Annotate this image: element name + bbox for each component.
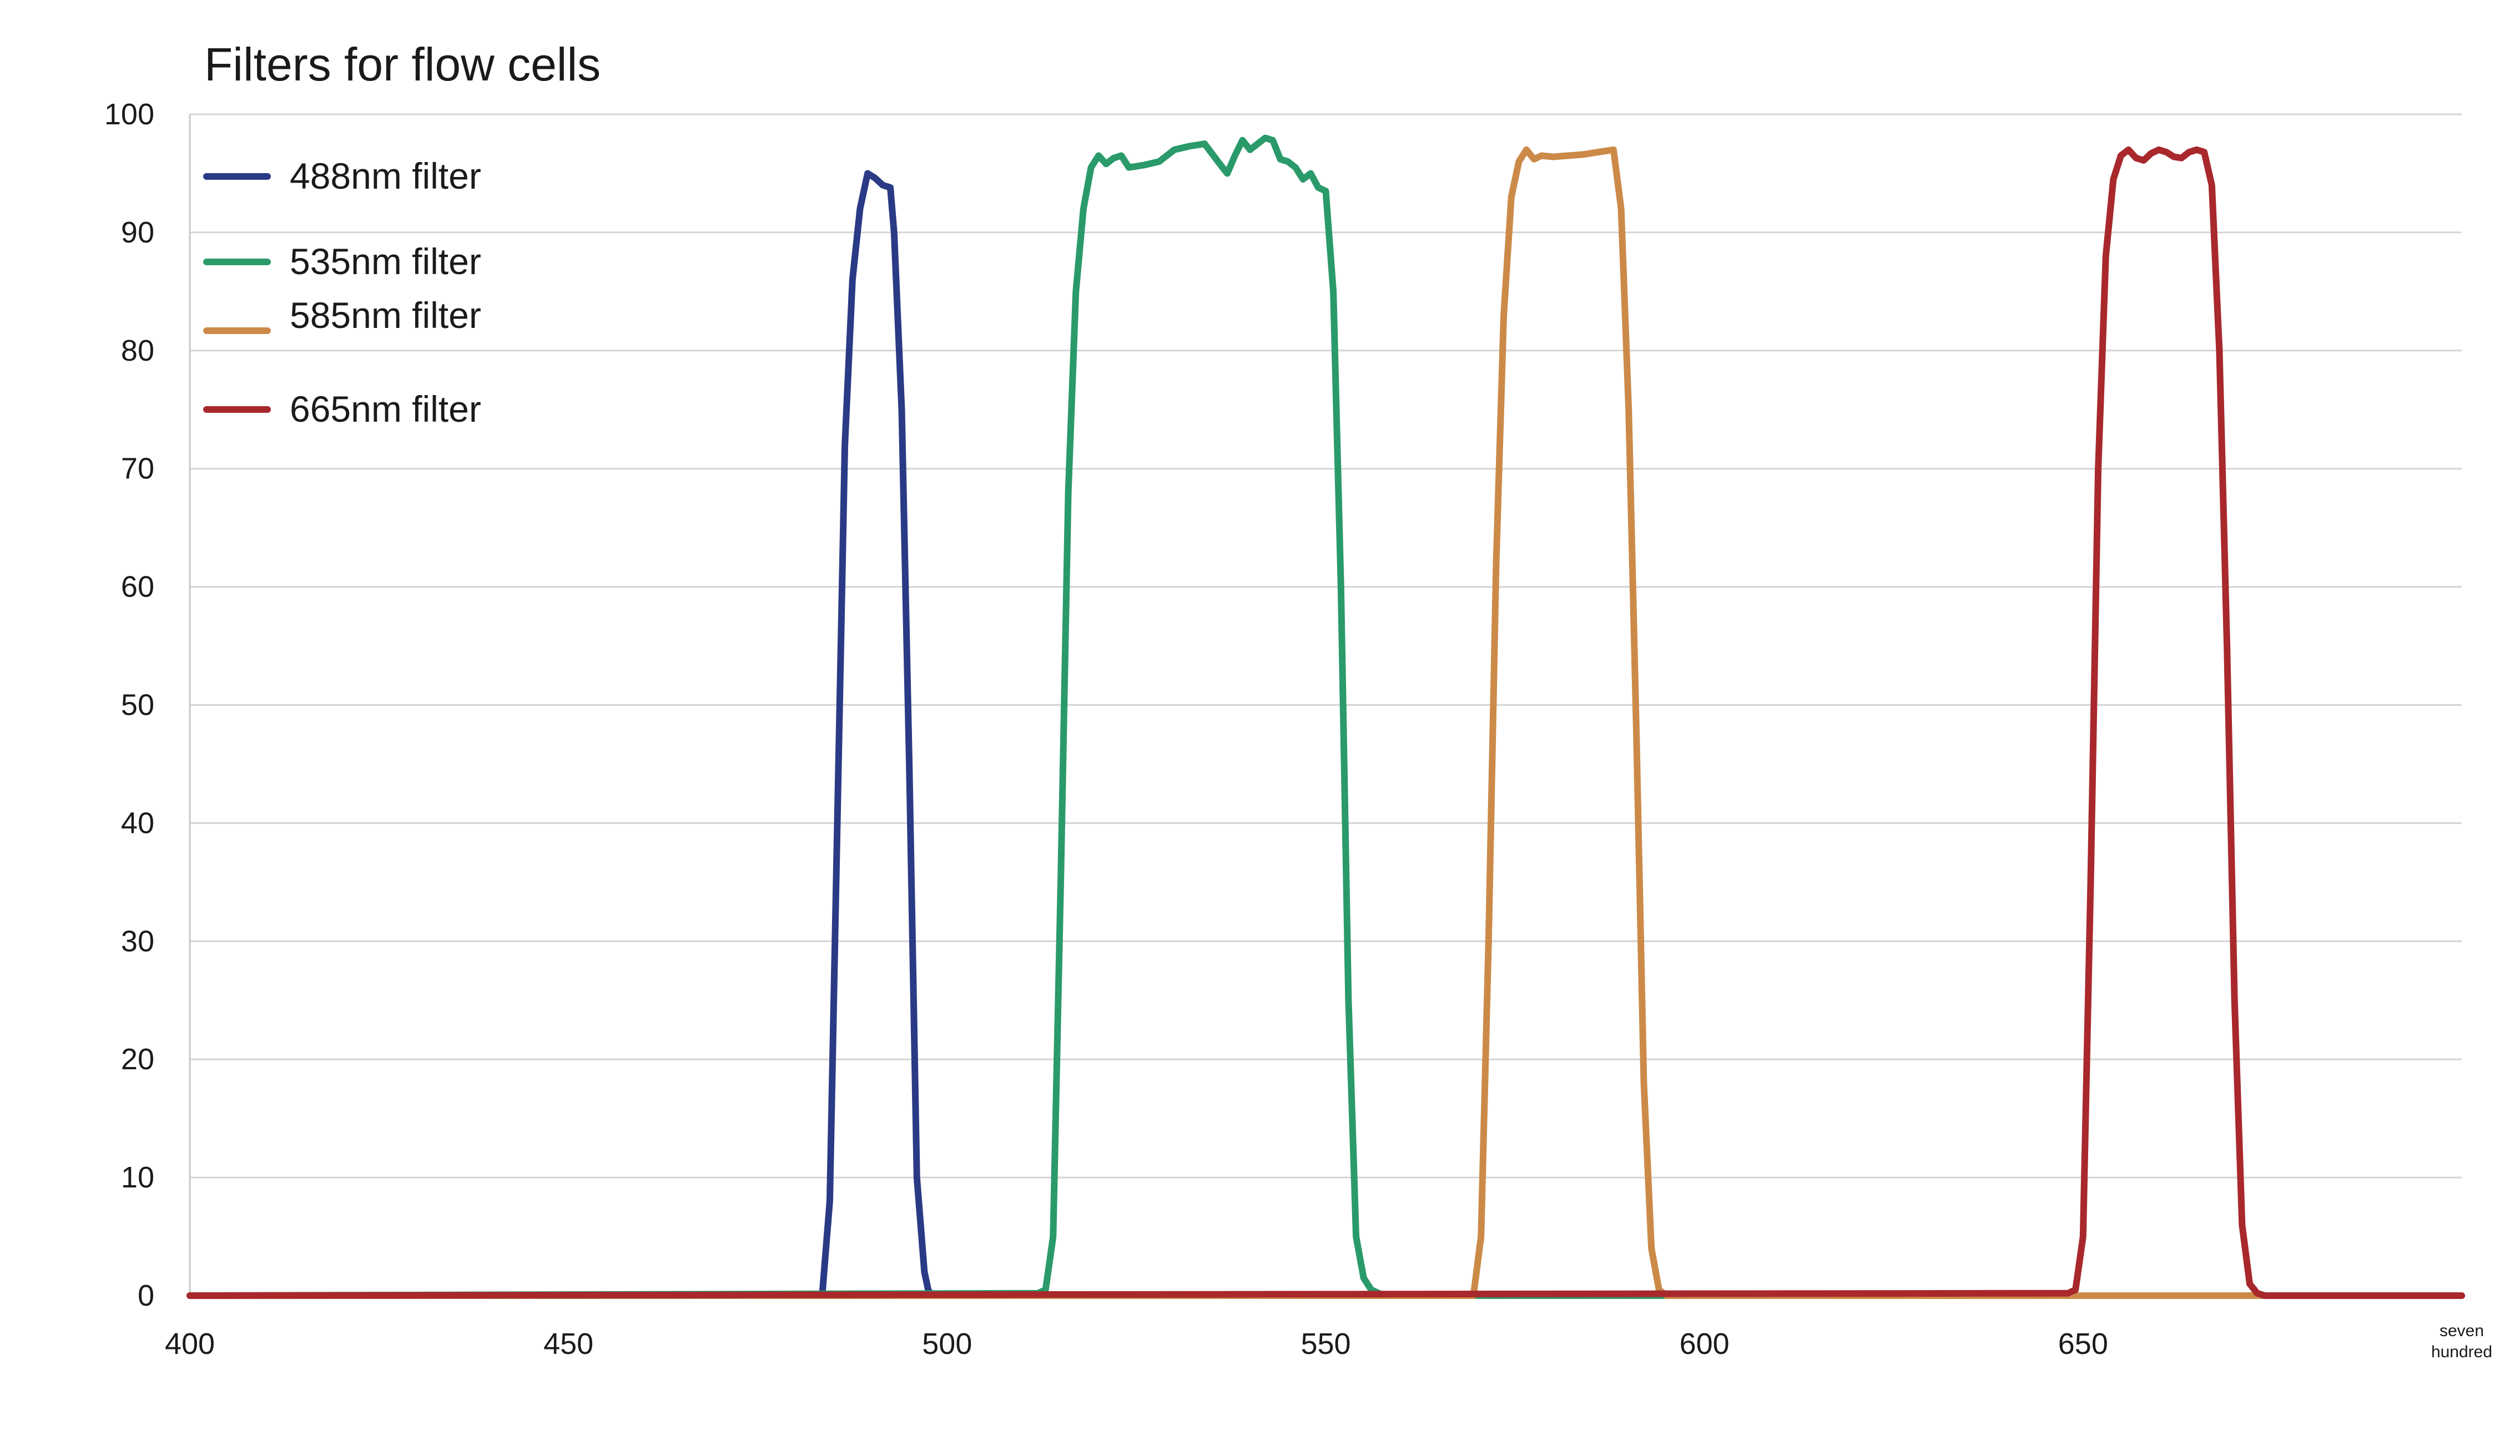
- x-tick-label: 550: [1301, 1327, 1350, 1361]
- series-line-665nm-filter: [187, 146, 2465, 1299]
- x-tick-label: 600: [1680, 1327, 1730, 1361]
- legend-label: 488nm filter: [290, 155, 481, 196]
- y-tick-label: 10: [121, 1161, 154, 1194]
- chart-title: Filters for flow cells: [204, 38, 601, 90]
- y-tick-label: 90: [121, 216, 154, 249]
- series-line-585nm-filter: [187, 146, 2465, 1299]
- series-layer: [187, 134, 2465, 1299]
- x-tick-label: seven hundred: [2431, 1322, 2492, 1361]
- y-tick-label: 0: [138, 1279, 154, 1312]
- legend-label: 665nm filter: [290, 388, 481, 429]
- legend-label: 535nm filter: [290, 241, 481, 282]
- x-tick-label: 500: [922, 1327, 972, 1361]
- y-tick-label: 20: [121, 1043, 154, 1076]
- grid-layer: [190, 113, 2462, 1297]
- y-tick-label: 70: [121, 452, 154, 486]
- legend: 488nm filter 535nm filter 585nm filter 665n…: [203, 155, 481, 429]
- y-tick-label: 30: [121, 924, 154, 958]
- y-tick-label: 60: [121, 570, 154, 604]
- x-tick-label: 450: [543, 1327, 593, 1361]
- x-tick-label: 650: [2058, 1327, 2108, 1361]
- x-tick-label: 400: [165, 1327, 215, 1361]
- y-tick-label: 40: [121, 806, 154, 840]
- y-tick-label: 100: [104, 98, 154, 131]
- series-line-535nm-filter: [187, 134, 2465, 1299]
- legend-label: 585nm filter: [290, 295, 481, 336]
- y-tick-label: 80: [121, 334, 154, 367]
- y-tick-label: 50: [121, 689, 154, 722]
- series-line-488nm-filter: [187, 170, 2465, 1299]
- axis-layer: 0 10 20 30 40 50 60 70 80 90 100 400 450 500 550 600 650…: [104, 98, 2492, 1361]
